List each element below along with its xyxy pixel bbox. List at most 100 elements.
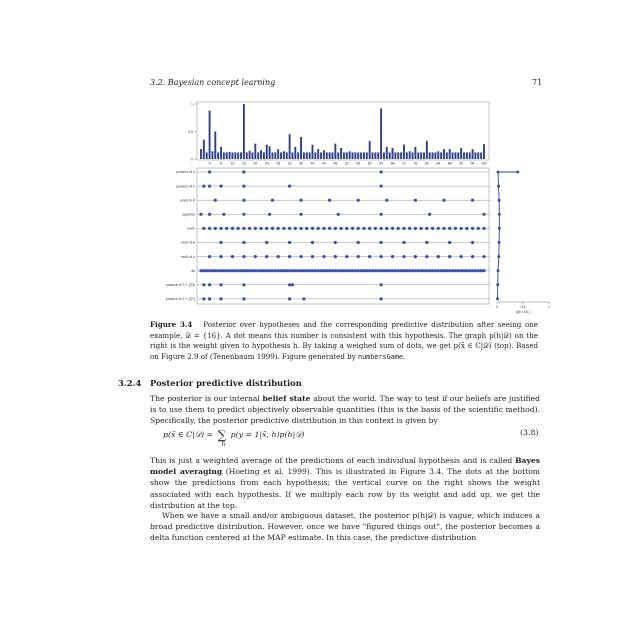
consistency-dot: [430, 226, 435, 230]
consistency-dot: [299, 212, 303, 216]
consistency-dot: [207, 297, 212, 301]
caption-text: Posterior over hypotheses and the corres…: [150, 320, 538, 361]
consistency-dot: [316, 269, 320, 273]
bar: [340, 148, 343, 159]
consistency-dot: [265, 226, 269, 230]
consistency-dot: [322, 226, 326, 230]
consistency-dot: [207, 283, 212, 287]
consistency-dot: [302, 297, 306, 301]
figure-label: Figure 3.4: [150, 320, 193, 329]
bar: [314, 152, 317, 159]
consistency-dot: [256, 269, 260, 273]
consistency-dot: [305, 269, 309, 273]
bar: [380, 108, 383, 159]
consistency-dot: [333, 269, 337, 273]
consistency-dot: [310, 240, 315, 245]
consistency-dot: [279, 269, 283, 273]
bar: [420, 152, 423, 159]
consistency-dot: [253, 226, 257, 230]
consistency-dot: [219, 240, 223, 245]
x-tick-label: 56: [356, 162, 360, 166]
x-tick-label: 16: [242, 162, 246, 166]
consistency-dot: [482, 212, 486, 216]
bar: [297, 152, 300, 159]
consistency-dot: [265, 240, 269, 245]
consistency-dot: [399, 269, 403, 273]
consistency-dot: [379, 297, 383, 301]
bar: [397, 152, 400, 159]
consistency-dot: [245, 269, 249, 273]
x-tick-label: 24: [265, 162, 269, 166]
bar: [374, 152, 377, 159]
consistency-dot: [227, 269, 232, 273]
consistency-dot: [385, 269, 389, 273]
x-tick-label: 20: [253, 162, 257, 166]
bar: [257, 152, 260, 159]
consistency-dot: [413, 226, 417, 230]
x-tick-label: 92: [459, 162, 463, 166]
bar: [440, 152, 443, 159]
consistency-dot: [339, 269, 343, 273]
bar: [288, 134, 291, 159]
consistency-dot: [316, 226, 320, 230]
posterior-point: [496, 269, 500, 273]
consistency-dot: [413, 255, 417, 259]
hypothesis-label: powers of 2: [176, 184, 195, 188]
bar: [220, 146, 222, 159]
consistency-dot: [362, 226, 366, 230]
p1-a: The posterior is our internal: [150, 394, 260, 403]
paragraph-1: The posterior is our internal belief sta…: [150, 393, 540, 427]
bar: [391, 148, 394, 159]
x-tick-label: 88: [448, 162, 452, 166]
consistency-dot: [305, 226, 309, 230]
eq-lhs: p(x̃ ∈ C|𝒟) =: [163, 430, 214, 439]
bar: [423, 152, 425, 159]
x-tick-label: 0.5: [521, 305, 526, 309]
consistency-dot: [333, 240, 337, 245]
consistency-dot: [202, 297, 206, 301]
consistency-dot: [350, 269, 355, 273]
consistency-dot: [253, 269, 257, 273]
x-tick-label: 80: [425, 162, 429, 166]
consistency-dot: [388, 269, 392, 273]
consistency-dot: [313, 269, 317, 273]
eq-sum-sign: ∑: [217, 428, 227, 442]
bar: [328, 152, 331, 159]
bar: [237, 152, 240, 159]
x-tick-label: 44: [322, 162, 326, 166]
consistency-dot: [336, 212, 340, 216]
consistency-dot: [236, 226, 240, 230]
consistency-dot: [390, 226, 395, 230]
consistency-dot: [373, 269, 377, 273]
x-tick-label: 84: [436, 162, 440, 166]
bar: [202, 139, 205, 159]
consistency-dot: [319, 269, 323, 273]
bar: [242, 104, 245, 159]
consistency-dot: [465, 269, 469, 273]
section-number: 3.2.4: [118, 378, 142, 388]
consistency-dot: [356, 198, 360, 202]
posterior-point: [497, 241, 501, 244]
bar: [457, 152, 460, 159]
consistency-dot: [342, 269, 346, 273]
bar: [294, 146, 297, 159]
consistency-dot: [428, 212, 432, 216]
caption-end: .: [403, 351, 406, 361]
consistency-dot: [290, 269, 295, 273]
bar: [208, 110, 211, 159]
consistency-dot: [202, 269, 206, 273]
bar: [300, 137, 302, 159]
p2-a: This is just a weighted average of the p…: [150, 456, 513, 465]
consistency-dot: [219, 226, 223, 230]
consistency-dot: [376, 269, 380, 273]
bar: [431, 152, 434, 159]
consistency-dot: [368, 269, 372, 273]
consistency-dot: [230, 269, 235, 273]
consistency-dot: [296, 269, 300, 273]
hypothesis-label: all: [191, 269, 195, 273]
consistency-dot: [207, 212, 212, 216]
bar: [291, 152, 294, 159]
bar: [305, 152, 308, 159]
consistency-dot: [476, 269, 480, 273]
bar: [405, 152, 408, 159]
